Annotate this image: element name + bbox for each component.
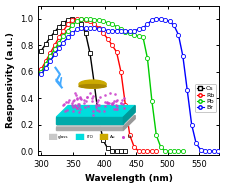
Y-axis label: Responsivity (a.u.): Responsivity (a.u.) [6, 32, 15, 128]
Legend: Cs, Rb, Pb, Br: Cs, Rb, Pb, Br [195, 84, 216, 112]
X-axis label: Wavelength (nm): Wavelength (nm) [85, 174, 173, 184]
